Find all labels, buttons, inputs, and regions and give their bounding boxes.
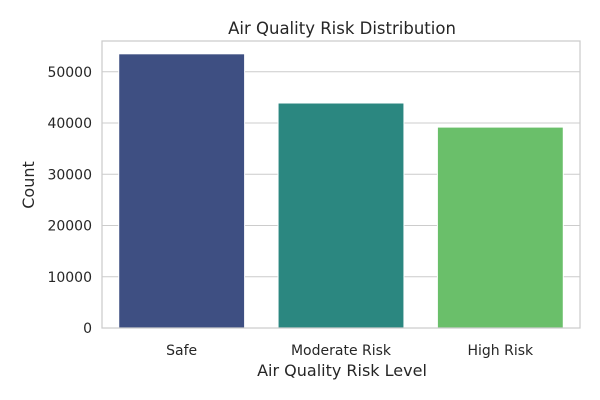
chart-title: Air Quality Risk Distribution [228, 19, 456, 38]
bar-safe [118, 53, 246, 329]
x-tick-label: Safe [166, 343, 197, 359]
y-tick-label: 0 [83, 321, 92, 337]
x-tick-labels: Safe Moderate Risk High Risk [166, 343, 534, 359]
y-tick-label: 40000 [47, 116, 92, 132]
y-tick-label: 30000 [47, 167, 92, 183]
x-tick-label: Moderate Risk [291, 343, 392, 359]
bars [118, 53, 564, 329]
y-tick-label: 10000 [47, 270, 92, 286]
plot-frame [101, 40, 581, 329]
x-tick-label: High Risk [468, 343, 535, 359]
y-axis-label: Count [19, 161, 38, 209]
y-tick-labels: 0 10000 20000 30000 40000 50000 [47, 65, 92, 337]
bar-moderate-risk [277, 102, 405, 329]
x-axis-label: Air Quality Risk Level [257, 361, 427, 380]
y-tick-label: 20000 [47, 219, 92, 235]
bar-high-risk [436, 126, 564, 329]
y-tick-label: 50000 [47, 65, 92, 81]
